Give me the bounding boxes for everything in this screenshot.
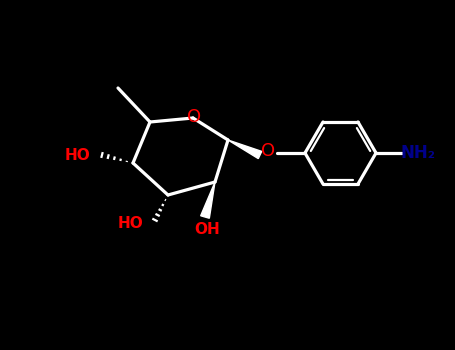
Text: O: O [187,108,201,126]
Polygon shape [201,182,215,218]
Text: HO: HO [117,216,143,231]
Text: NH₂: NH₂ [400,144,435,162]
Text: O: O [261,142,275,160]
Text: OH: OH [194,223,220,238]
Text: HO: HO [64,147,90,162]
Polygon shape [228,140,262,159]
